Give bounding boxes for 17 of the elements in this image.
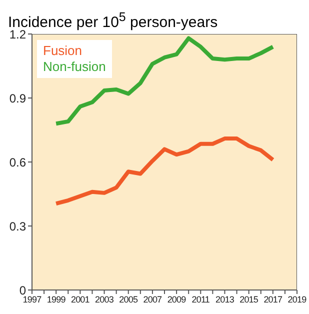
y-tick-label: 0.6	[9, 155, 26, 170]
x-tick-label: 2003	[95, 294, 114, 304]
y-tick-label: 0.3	[9, 219, 26, 234]
x-tick-label: 1999	[46, 294, 66, 304]
line-series	[54, 136, 275, 206]
text: Fusion	[43, 43, 84, 59]
x-tick-label: 2011	[192, 294, 210, 304]
series-label: Non-fusion	[43, 59, 106, 75]
y-tick-label: 0.9	[9, 91, 26, 106]
x-tick-label: 2009	[167, 294, 186, 304]
x-tick-label: 2007	[143, 294, 162, 304]
x-tick-label: 2015	[240, 294, 258, 304]
x-tick-label: 2019	[288, 294, 307, 304]
x-tick-label: 2005	[119, 294, 138, 304]
x-tick-label: 2013	[216, 294, 234, 304]
x-tick-label: 2001	[70, 294, 90, 304]
x-tick-label: 2017	[264, 294, 283, 304]
